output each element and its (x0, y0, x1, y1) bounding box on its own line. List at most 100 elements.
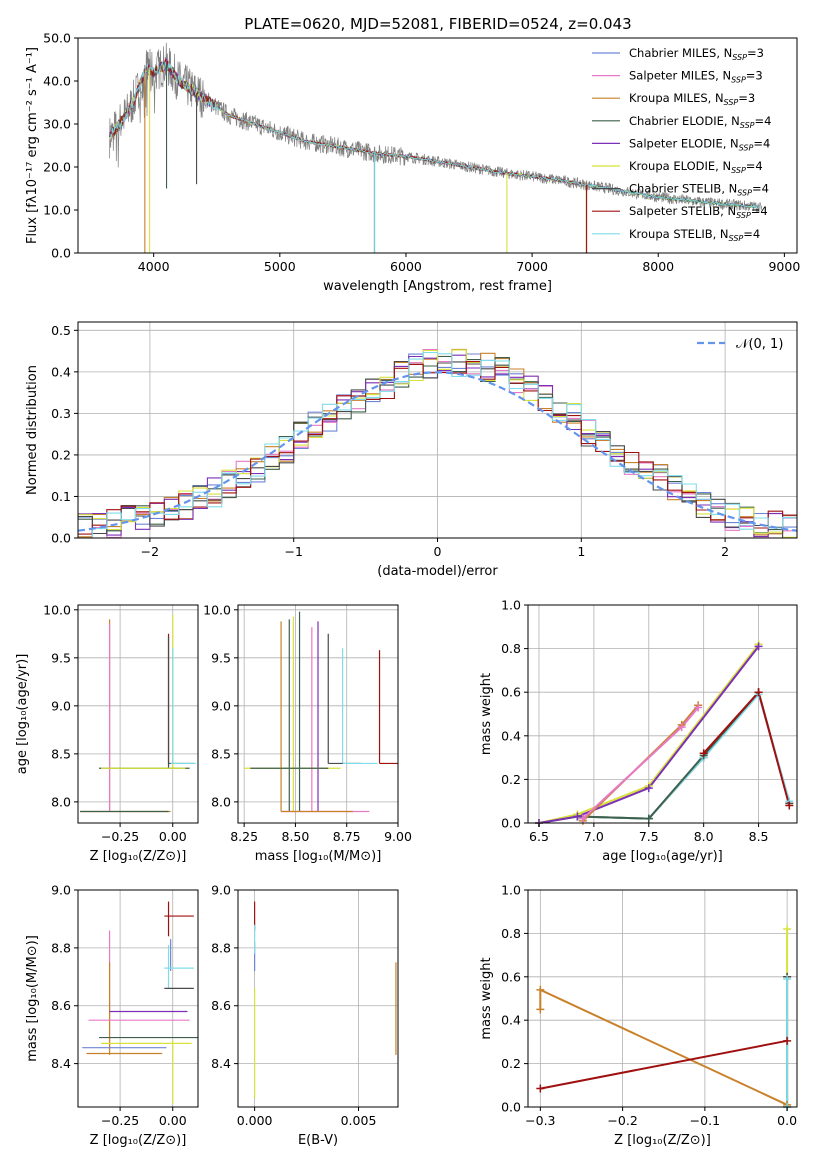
legend-entry: Kroupa STELIB, NSSP=4 (629, 227, 760, 243)
x-tick-label: 1 (577, 544, 585, 559)
y-axis-label: Normed distribution (25, 365, 40, 495)
plot-area (238, 890, 398, 1107)
x-tick-label: 0.00 (159, 1113, 187, 1128)
x-axis-label: Z [log₁₀(Z/Z⊙)] (90, 1133, 187, 1148)
y-tick-label: 8.8 (51, 940, 71, 955)
x-tick-label: 5000 (264, 259, 296, 274)
data-point (783, 925, 792, 934)
x-tick-label: −0.2 (607, 1113, 637, 1128)
axes-frame (77, 37, 798, 254)
x-tick-label: 0.005 (341, 1113, 377, 1128)
y-tick-label: 1.0 (501, 598, 521, 613)
y-tick-label: 8.6 (211, 998, 231, 1013)
y-tick-label: 10.0 (43, 203, 71, 218)
x-axis-label: Z [log₁₀(Z/Z⊙)] (614, 1133, 711, 1148)
panel-mass-weight-vs-age: 6.5 7.0 7.5 8.0 8.5 0.0 0.2 0.4 0.6 0.8 1.0 age [lo… (479, 598, 798, 864)
y-tick-label: 10.0 (43, 602, 71, 617)
plot-area (78, 605, 198, 823)
y-tick-label: 0.1 (51, 489, 71, 504)
x-tick-label: −0.25 (101, 829, 139, 844)
y-tick-label: 9.0 (51, 883, 71, 898)
y-axis-label: mass [log₁₀(M/M⊙)] (25, 935, 40, 1062)
plot-area (109, 42, 762, 253)
x-tick-label: 7000 (516, 259, 548, 274)
y-tick-label: 9.0 (211, 883, 231, 898)
plot-area (78, 322, 797, 538)
legend: Chabrier MILES, NSSP=3 Salpeter MILES, NS… (592, 46, 771, 243)
x-axis-label: E(B-V) (298, 1133, 338, 1148)
legend-entry: Kroupa ELODIE, NSSP=4 (629, 159, 763, 175)
data-point (694, 703, 703, 712)
series-line (538, 645, 760, 823)
y-tick-label: 8.6 (51, 998, 71, 1013)
x-tick-label: −0.1 (690, 1113, 720, 1128)
y-tick-label: 0.0 (501, 1100, 521, 1115)
axes-frame (527, 604, 798, 824)
plot-area (528, 605, 797, 823)
data-point (536, 1084, 545, 1093)
y-tick-label: 0.5 (51, 323, 71, 338)
histogram-chab_stelib (78, 360, 797, 538)
y-tick-label: 50.0 (43, 31, 71, 46)
legend-entry: Salpeter MILES, NSSP=3 (629, 69, 763, 85)
data-point (578, 814, 587, 823)
legend-entry: Chabrier ELODIE, NSSP=4 (629, 114, 771, 130)
figure-title: PLATE=0620, MJD=52081, FIBERID=0524, z=0… (244, 15, 631, 33)
y-tick-label: 40.0 (43, 74, 71, 89)
axes-frame (237, 604, 399, 824)
y-tick-label: 8.5 (51, 746, 71, 761)
series-line (538, 643, 760, 823)
y-tick-label: 8.0 (211, 794, 231, 809)
y-tick-label: 9.5 (211, 650, 231, 665)
y-tick-label: 0.6 (501, 969, 521, 984)
y-axis-label: Flux [fλ10⁻¹⁷ erg cm⁻² s⁻¹ A⁻¹] (25, 47, 40, 244)
x-tick-label: −1 (284, 544, 302, 559)
gaussian-curve (78, 371, 797, 532)
data-point (785, 801, 794, 810)
x-tick-label: 8.75 (333, 829, 361, 844)
data-point (677, 723, 686, 732)
y-tick-label: 8.8 (211, 940, 231, 955)
x-tick-label: 8.50 (282, 829, 310, 844)
y-axis-label: mass weight (479, 673, 494, 755)
y-tick-label: 0.2 (51, 447, 71, 462)
y-tick-label: 9.0 (51, 698, 71, 713)
y-tick-label: 9.0 (211, 698, 231, 713)
x-tick-label: −2 (141, 544, 159, 559)
axes-frame (77, 889, 199, 1108)
y-tick-label: 0.6 (501, 685, 521, 700)
axes-frame (237, 889, 399, 1108)
panel-residual-histogram: 𝒩(0, 1) −2 −1 0 1 2 0.0 0.1 0.2 0.3 0.4 0.5 (data-mo… (25, 321, 798, 579)
x-tick-label: −0.3 (525, 1113, 555, 1128)
legend-gaussian-label: 𝒩(0, 1) (736, 337, 783, 352)
x-tick-label: 8.0 (694, 829, 714, 844)
y-tick-label: 0.4 (501, 728, 521, 743)
y-tick-label: 0.8 (501, 926, 521, 941)
model-spectrum-krou_stelib (109, 60, 760, 210)
y-axis-label: mass weight (479, 957, 494, 1039)
data-point (699, 749, 708, 758)
x-tick-label: 6000 (390, 259, 422, 274)
panel-mass-vs-z: −0.25 0.00 8.4 8.6 8.8 9.0 Z [log₁₀(Z/Z⊙)] mass… (25, 883, 199, 1148)
histogram-krou_stelib (78, 351, 797, 538)
x-axis-label: age [log₁₀(age/yr)] (602, 849, 723, 864)
x-tick-label: 6.5 (529, 829, 549, 844)
y-tick-label: 1.0 (501, 883, 521, 898)
y-tick-label: 0.0 (501, 816, 521, 831)
y-tick-label: 0.2 (501, 1056, 521, 1071)
x-tick-label: −0.25 (101, 1113, 139, 1128)
data-point (754, 642, 763, 651)
panel-age-vs-mass: 8.25 8.50 8.75 9.00 8.0 8.5 9.0 9.5 10.0 mass [lo… (203, 602, 412, 864)
legend-entry: Salpeter STELIB, NSSP=4 (629, 204, 768, 220)
legend-entry: Salpeter ELODIE, NSSP=4 (629, 136, 770, 152)
x-tick-label: 7.5 (639, 829, 659, 844)
x-tick-label: 4000 (138, 259, 170, 274)
x-tick-label: 9.00 (384, 829, 412, 844)
data-point (644, 814, 653, 823)
x-tick-label: 9000 (768, 259, 800, 274)
y-tick-label: 0.8 (501, 641, 521, 656)
series-line (540, 1039, 788, 1090)
y-tick-label: 8.0 (51, 794, 71, 809)
y-tick-label: 0.4 (51, 364, 71, 379)
